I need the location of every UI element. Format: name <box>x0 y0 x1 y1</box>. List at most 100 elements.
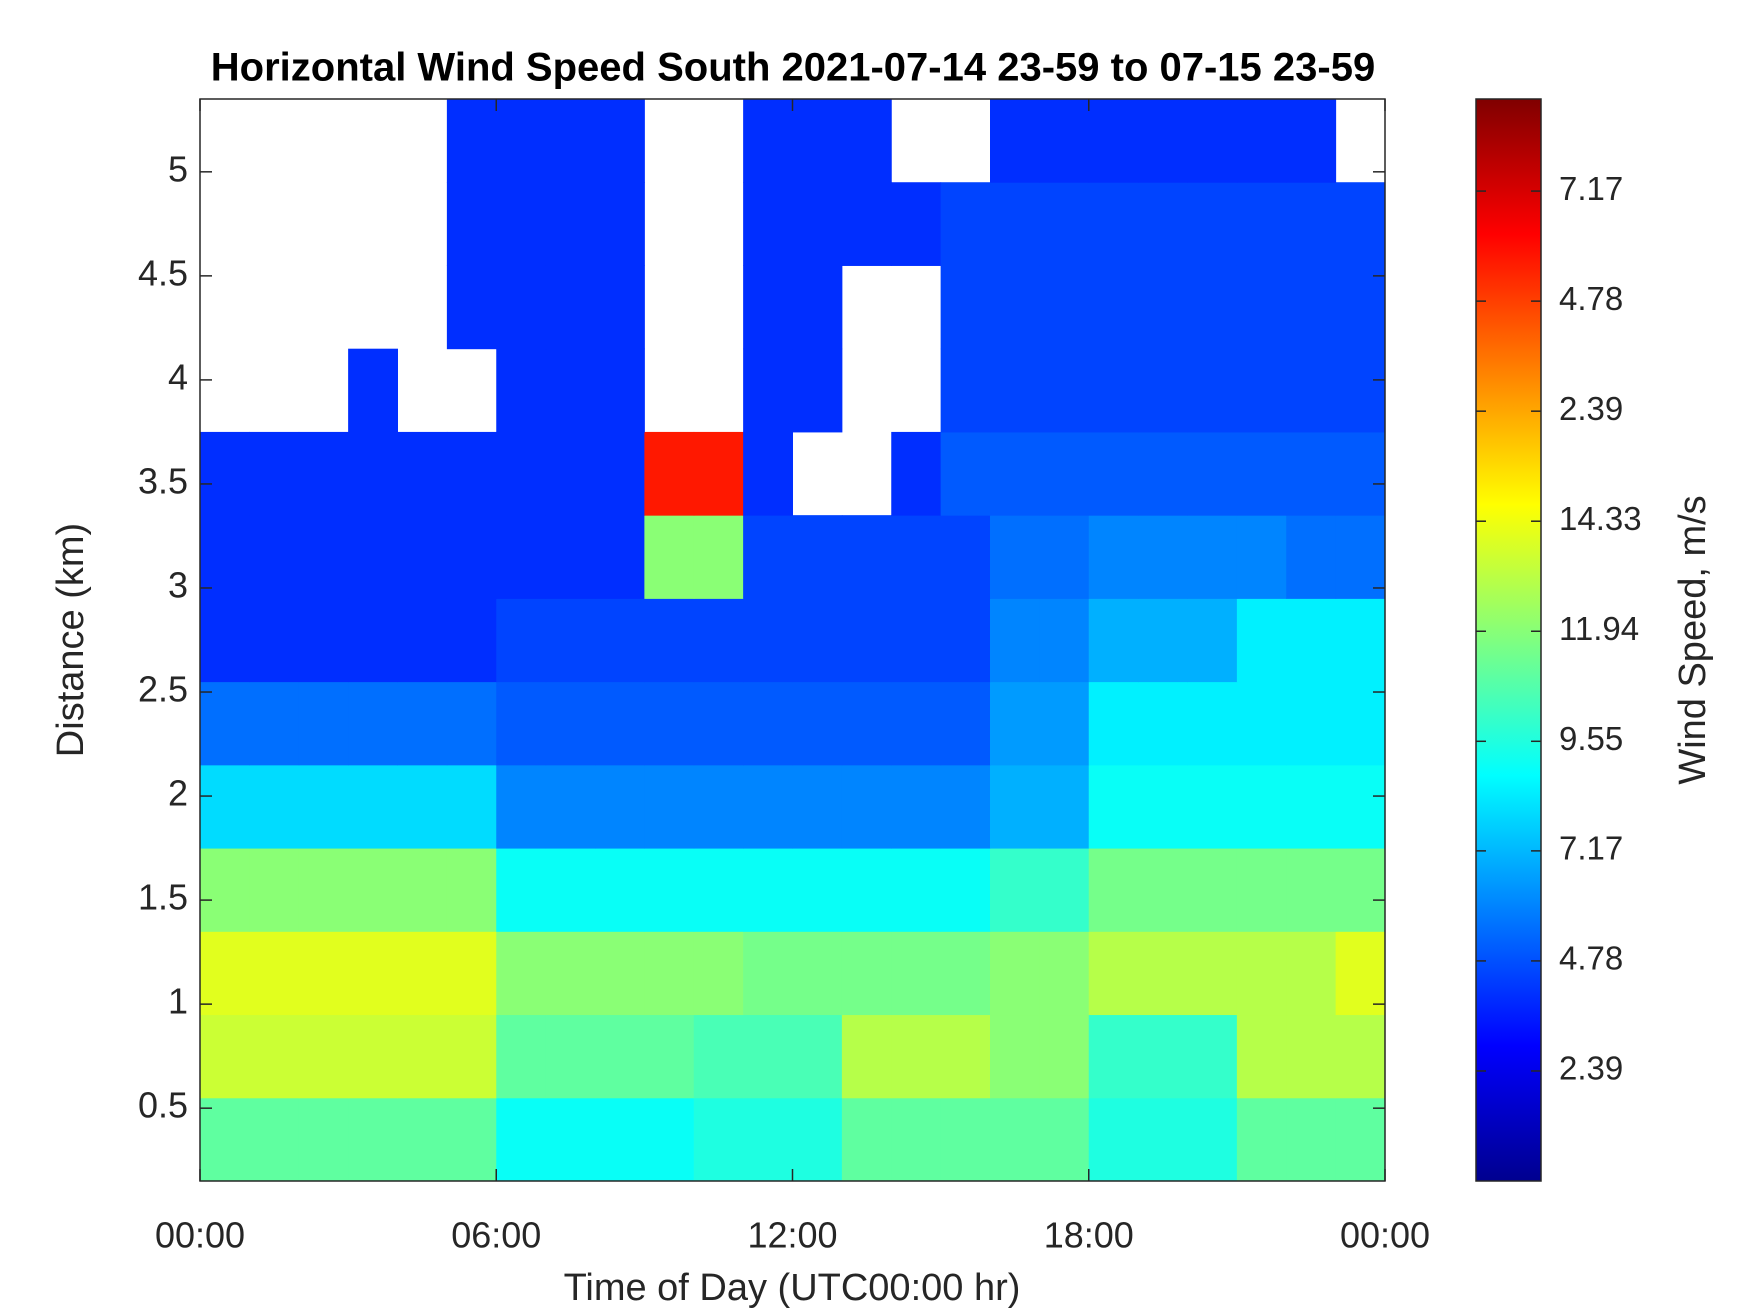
heatmap-cell <box>743 99 793 183</box>
heatmap-cell <box>743 182 793 266</box>
heatmap-cell <box>446 598 497 683</box>
heatmap-cell <box>446 848 497 932</box>
heatmap-cell <box>1286 764 1337 849</box>
heatmap-cell <box>298 848 349 932</box>
heatmap-cell <box>1039 598 1090 683</box>
heatmap-cell <box>940 931 991 1016</box>
heatmap-cell <box>891 598 942 683</box>
heatmap-cell <box>1088 515 1139 599</box>
heatmap-cell <box>940 848 991 932</box>
heatmap-cell <box>200 931 250 1016</box>
heatmap-cell <box>792 681 843 766</box>
heatmap-cell <box>1236 598 1287 683</box>
y-tick-label: 5 <box>168 148 188 189</box>
heatmap-cell <box>1335 1097 1386 1182</box>
heatmap-cell <box>446 182 497 266</box>
heatmap-cell <box>298 598 349 683</box>
heatmap-cell <box>743 1097 793 1182</box>
y-tick-label: 1 <box>168 981 188 1022</box>
colorbar-tick-label: 7.17 <box>1559 830 1623 867</box>
heatmap-cell <box>1335 431 1386 516</box>
heatmap-cell <box>792 1097 843 1182</box>
heatmap-cell <box>1039 848 1090 932</box>
heatmap-cell <box>743 931 793 1016</box>
heatmap-cell <box>1088 931 1139 1016</box>
heatmap-cell <box>940 1097 991 1182</box>
heatmap-cell <box>595 431 645 516</box>
heatmap-cell <box>1088 182 1139 266</box>
heatmap-cell <box>841 1097 892 1182</box>
heatmap-cell <box>1039 515 1090 599</box>
heatmap-cell <box>1335 764 1386 849</box>
heatmap-cell <box>792 265 843 350</box>
heatmap-cell <box>693 1097 744 1182</box>
heatmap-cell <box>743 1014 793 1099</box>
colorbar-tick-label: 2.39 <box>1559 390 1623 427</box>
heatmap-cell <box>397 431 448 516</box>
heatmap-cell <box>1236 265 1287 350</box>
heatmap-cell <box>1187 182 1238 266</box>
heatmap-cell <box>1039 265 1090 350</box>
heatmap-cell <box>743 681 793 766</box>
heatmap-cell <box>1138 99 1188 183</box>
heatmap-cell <box>249 1014 300 1099</box>
heatmap-cell <box>595 931 645 1016</box>
heatmap-cell <box>1187 931 1238 1016</box>
heatmap-cell <box>940 182 991 266</box>
heatmap-cell <box>1236 182 1287 266</box>
heatmap-cell <box>792 182 843 266</box>
heatmap-cell <box>545 431 596 516</box>
heatmap-cell <box>446 931 497 1016</box>
heatmap-cell <box>545 931 596 1016</box>
heatmap-cell <box>1039 931 1090 1016</box>
heatmap-cell <box>1335 1014 1386 1099</box>
heatmap-cell <box>792 348 843 433</box>
heatmap-cell <box>595 348 645 433</box>
heatmap-cell <box>1187 764 1238 849</box>
heatmap-cell <box>792 515 843 599</box>
heatmap-cell <box>1138 931 1188 1016</box>
heatmap-cell <box>1088 431 1139 516</box>
heatmap-cell <box>496 182 547 266</box>
heatmap-cell <box>348 515 398 599</box>
heatmap-cell <box>200 515 250 599</box>
heatmap-cell <box>1187 515 1238 599</box>
colorbar-tick-label: 4.78 <box>1559 940 1623 977</box>
heatmap-cell <box>841 764 892 849</box>
heatmap-cell <box>446 764 497 849</box>
x-tick-label: 00:00 <box>155 1215 245 1256</box>
heatmap-cell <box>1236 848 1287 932</box>
heatmap-cell <box>1088 348 1139 433</box>
heatmap-cell <box>545 348 596 433</box>
heatmap-cell <box>792 99 843 183</box>
heatmap-cell <box>200 431 250 516</box>
heatmap-cell <box>1286 681 1337 766</box>
heatmap-cell <box>200 848 250 932</box>
heatmap-cell <box>595 182 645 266</box>
heatmap-cell <box>298 1097 349 1182</box>
colorbar <box>1475 98 1542 1182</box>
heatmap-cell <box>1187 99 1238 183</box>
x-tick-label: 06:00 <box>451 1215 541 1256</box>
colorbar-tick-label: 9.55 <box>1559 720 1623 757</box>
heatmap-cell <box>693 764 744 849</box>
heatmap-cell <box>693 598 744 683</box>
heatmap-cell <box>644 931 695 1016</box>
heatmap-cell <box>644 515 695 599</box>
heatmap-cell <box>1236 431 1287 516</box>
colorbar-tick-label: 4.78 <box>1559 280 1623 317</box>
heatmap-cell <box>545 598 596 683</box>
heatmap-cell <box>1286 182 1337 266</box>
heatmap-cell <box>1088 1097 1139 1182</box>
heatmap-cell <box>693 848 744 932</box>
heatmap-cell <box>446 99 497 183</box>
heatmap-cell <box>298 931 349 1016</box>
heatmap-cell <box>446 265 497 350</box>
heatmap-cell <box>1187 1097 1238 1182</box>
heatmap-cell <box>891 1014 942 1099</box>
heatmap-cell <box>249 598 300 683</box>
heatmap-cell <box>990 764 1040 849</box>
heatmap-cell <box>496 348 547 433</box>
heatmap-cell <box>1088 1014 1139 1099</box>
heatmap-cell <box>1039 431 1090 516</box>
